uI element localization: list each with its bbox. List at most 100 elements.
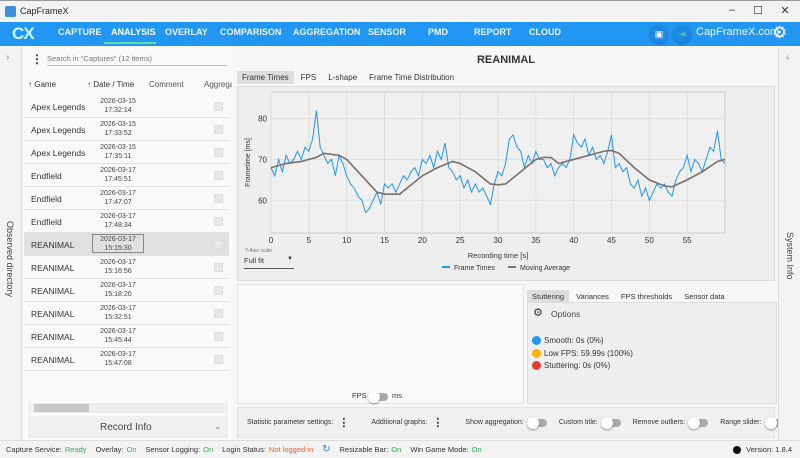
nav-analysis[interactable]: ANALYSIS [111,27,156,37]
row-time: 15:15:30 [104,245,132,252]
minimize-button[interactable]: – [728,4,736,16]
collapse-chevron-icon[interactable]: ‹ [786,52,790,63]
aggregation-checkbox[interactable] [214,171,223,180]
capture-row[interactable]: Endfield 2026-03-17 17:45:51 [24,164,229,187]
options-label[interactable]: Options [551,309,581,319]
aggregation-checkbox[interactable] [214,125,223,134]
legend-label: Frame Times [454,265,495,272]
row-datetime: 2026-03-17 17:48:34 [92,212,144,230]
settings-gear-icon[interactable]: ⚙ [772,23,788,42]
capture-row[interactable]: Endfield 2026-03-17 17:47:07 [24,187,229,210]
capture-row[interactable]: REANIMAL 2026-03-17 15:18:20 [24,279,229,302]
record-info-expander[interactable]: Record Info ⌄ [28,416,228,438]
row-time: 17:35:11 [104,153,132,160]
column-aggregation[interactable]: Aggrega [204,80,232,89]
capture-row[interactable]: Endfield 2026-03-17 17:48:34 [24,210,229,233]
capture-row[interactable]: REANIMAL 2026-03-17 15:15:30 [24,233,229,256]
aggregation-checkbox[interactable] [214,240,223,249]
nav-sensor[interactable]: SENSOR [368,27,407,37]
row-time: 15:32:51 [104,314,132,321]
column-comment[interactable]: Comment [149,80,184,89]
aggregation-checkbox[interactable] [214,332,223,341]
row-game: Endfield [31,194,62,204]
nav-comparison[interactable]: COMPARISON [220,27,282,37]
tab-stuttering[interactable]: Stuttering [527,290,570,303]
system-info-strip[interactable]: ‹ System Info [778,46,800,440]
screenshot-icon[interactable]: ▣ [650,25,668,43]
x-tick-label: 55 [683,236,692,245]
login-status-label: Login Status: [222,445,266,454]
horizontal-scrollbar[interactable] [28,403,228,413]
aggregation-checkbox[interactable] [214,194,223,203]
tab-fps[interactable]: FPS [300,73,317,82]
range-slider-toggle[interactable] [764,416,785,429]
fps-ms-toggle[interactable] [368,391,388,403]
scrollbar-thumb[interactable] [34,404,89,412]
capture-row[interactable]: Apex Legends 2026-03-15 17:33:52 [24,118,229,141]
row-game: Apex Legends [31,148,86,158]
remove-outliers-toggle[interactable] [688,416,709,429]
capture-row[interactable]: REANIMAL 2026-03-17 15:32:51 [24,302,229,325]
capture-row[interactable]: REANIMAL 2026-03-17 15:45:44 [24,325,229,348]
aggregation-checkbox[interactable] [214,148,223,157]
aggregation-checkbox[interactable] [214,286,223,295]
resizable-bar-value: On [391,445,402,454]
options-gear-icon[interactable]: ⚙ [533,307,543,319]
website-link[interactable]: CapFrameX.com [696,26,780,38]
nav-capture[interactable]: CAPTURE [58,27,102,37]
status-bar: Capture Service: Ready Overlay: On Senso… [0,440,800,458]
statistics-panel [237,284,524,404]
search-input[interactable]: Search in "Captures" (12 items) [47,52,227,66]
additional-graphs-menu-icon[interactable]: ⋮ [432,417,444,429]
capture-service-label: Capture Service: [6,445,62,454]
row-time: 15:16:56 [104,268,132,275]
row-datetime: 2026-03-17 15:47:08 [92,350,144,368]
observed-directory-label: Observed directory [5,221,15,298]
row-game: REANIMAL [31,240,75,250]
nav-cloud[interactable]: CLOUD [529,27,561,37]
statistic-settings-menu-icon[interactable]: ⋮ [338,417,350,429]
maximize-button[interactable]: ☐ [753,5,763,17]
nav-overlay[interactable]: OVERLAY [165,27,208,37]
tab-frame-time-distribution[interactable]: Frame Time Distribution [369,73,455,82]
row-game: Apex Legends [31,125,86,135]
custom-title-toggle[interactable] [600,416,621,429]
observed-directory-strip[interactable]: › Observed directory [0,46,22,440]
nav-aggregation[interactable]: AGGREGATION [293,27,361,37]
row-datetime: 2026-03-15 17:35:11 [92,143,144,161]
aggregation-checkbox[interactable] [214,102,223,111]
login-icon[interactable]: ⇥ [673,25,691,43]
column-date-time[interactable]: ↑ Date / Time [87,80,135,89]
y-axis-scale-select[interactable]: Full fit ▼ [244,256,294,269]
capture-row[interactable]: Apex Legends 2026-03-15 17:35:11 [24,141,229,164]
row-date: 2026-03-17 [100,190,136,197]
nav-pmd[interactable]: PMD [428,27,448,37]
capture-row[interactable]: Apex Legends 2026-03-15 17:32:14 [24,95,229,118]
expand-chevron-icon[interactable]: › [6,52,10,63]
tab-frame-times[interactable]: Frame Times [237,71,294,84]
nav-report[interactable]: REPORT [474,27,512,37]
aggregation-checkbox[interactable] [214,217,223,226]
aggregation-checkbox[interactable] [214,263,223,272]
capture-row[interactable]: REANIMAL 2026-03-17 15:16:56 [24,256,229,279]
row-time: 15:47:08 [104,360,132,367]
chart-tabs: Frame Times FPS L-shape Frame Time Distr… [237,71,459,84]
captures-panel: ⋮ Search in "Captures" (12 items) ↑ Game… [23,46,233,440]
aggregation-checkbox[interactable] [214,355,223,364]
refresh-icon[interactable]: ↻ [322,444,331,455]
tab-variances[interactable]: Variances [576,292,609,301]
close-button[interactable]: ✕ [780,5,790,17]
tab-sensor-data[interactable]: Sensor data [684,292,725,301]
chevron-down-icon: ⌄ [214,421,222,431]
fps-label: FPS [352,391,367,400]
capture-row[interactable]: REANIMAL 2026-03-17 15:47:08 [24,348,229,371]
show-aggregation-toggle[interactable] [526,416,547,429]
info-icon[interactable] [733,445,742,454]
tab-fps-thresholds[interactable]: FPS thresholds [620,292,673,301]
tab-l-shape[interactable]: L-shape [328,73,358,82]
more-menu-icon[interactable]: ⋮ [31,52,43,66]
aggregation-checkbox[interactable] [214,309,223,318]
page-title: REANIMAL [476,54,536,66]
x-tick-label: 45 [607,236,616,245]
column-game[interactable]: ↑ Game [28,80,57,89]
